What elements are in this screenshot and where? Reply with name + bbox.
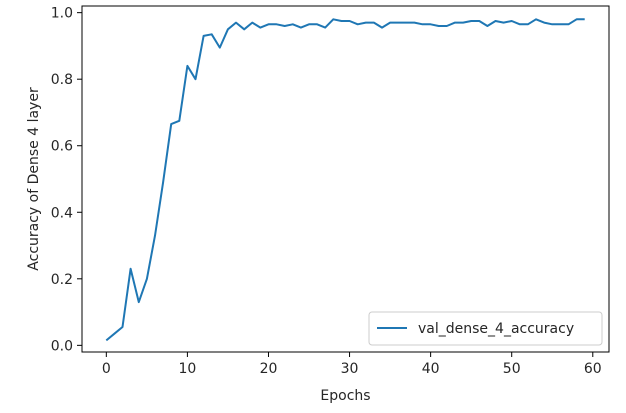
y-tick-label: 1.0 [51, 6, 73, 22]
x-tick-label: 30 [341, 361, 359, 377]
y-axis-label: Accuracy of Dense 4 layer [26, 87, 42, 271]
y-tick-label: 0.6 [51, 139, 73, 155]
y-tick-label: 0.8 [51, 72, 73, 88]
x-tick-label: 0 [102, 361, 111, 377]
y-tick-label: 0.4 [51, 205, 73, 221]
legend-label: val_dense_4_accuracy [418, 321, 574, 337]
legend-box [368, 311, 603, 346]
plot-area [81, 5, 610, 353]
x-tick-label: 10 [178, 361, 196, 377]
plot-frame [81, 5, 610, 353]
series-layer [105, 18, 585, 342]
series-line [105, 18, 585, 342]
y-tick-label: 0.2 [51, 272, 73, 288]
x-axis-label: Epochs [320, 388, 370, 404]
x-tick-label: 40 [422, 361, 440, 377]
y-axis: 0.0 0.2 0.4 0.6 0.8 1.0 [51, 6, 82, 354]
x-tick-label: 50 [503, 361, 521, 377]
y-tick-label: 0.0 [51, 338, 73, 354]
legend: val_dense_4_accuracy [368, 311, 603, 346]
x-tick-label: 60 [584, 361, 602, 377]
x-axis: 0 10 20 30 40 50 60 [102, 352, 602, 377]
x-tick-label: 20 [260, 361, 278, 377]
